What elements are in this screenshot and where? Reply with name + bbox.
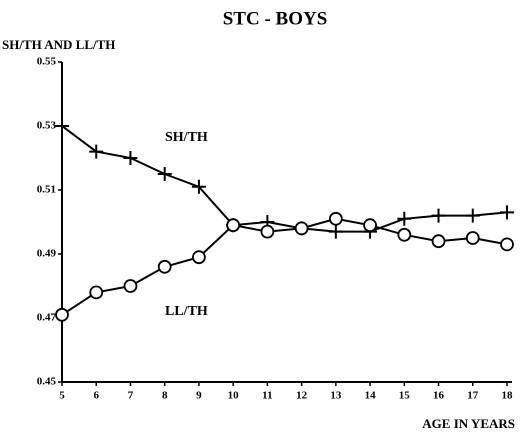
y-tick-label: 0.47 (37, 312, 57, 324)
x-axis-label: AGE IN YEARS (422, 416, 515, 431)
y-tick-label: 0.55 (37, 56, 57, 68)
marker (226, 218, 241, 233)
marker (191, 179, 206, 194)
marker (55, 307, 69, 322)
x-tick-label: 15 (399, 390, 411, 402)
chart-title: STC - BOYS (223, 8, 328, 29)
x-tick-label: 9 (196, 390, 202, 402)
marker (397, 227, 412, 242)
x-tick-label: 18 (502, 390, 514, 402)
marker (294, 221, 309, 236)
x-tick-label: 13 (330, 390, 342, 402)
y-axis-label: SH/TH AND LL/TH (2, 37, 115, 52)
x-tick-label: 7 (128, 390, 134, 402)
x-tick-label: 16 (433, 390, 445, 402)
y-tick-label: 0.45 (37, 376, 57, 388)
marker (500, 205, 514, 220)
series-label: LL/TH (165, 304, 208, 319)
marker (123, 279, 138, 293)
marker (89, 285, 104, 300)
marker (89, 144, 104, 159)
marker (397, 211, 412, 226)
y-tick-label: 0.53 (37, 120, 57, 132)
marker (465, 208, 480, 223)
marker (500, 237, 514, 252)
x-tick-label: 6 (93, 390, 99, 402)
marker (55, 119, 69, 133)
marker (328, 224, 343, 239)
x-tick-label: 17 (467, 390, 479, 402)
marker (431, 208, 446, 223)
x-tick-label: 11 (262, 390, 272, 402)
marker (431, 234, 446, 249)
marker (363, 218, 377, 233)
series-line (61, 217, 508, 316)
y-tick-label: 0.49 (37, 248, 57, 260)
marker (157, 167, 172, 181)
x-tick-label: 12 (296, 390, 308, 402)
y-tick-label: 0.51 (37, 184, 56, 196)
series-label: SH/TH (165, 130, 208, 145)
x-tick-label: 14 (365, 390, 377, 402)
marker (465, 231, 480, 245)
marker (192, 250, 206, 265)
x-tick-label: 8 (162, 390, 168, 402)
marker (123, 151, 138, 165)
x-tick-label: 5 (59, 390, 65, 402)
marker (157, 259, 172, 274)
marker (328, 211, 343, 226)
marker (260, 224, 275, 239)
x-tick-label: 10 (228, 390, 240, 402)
